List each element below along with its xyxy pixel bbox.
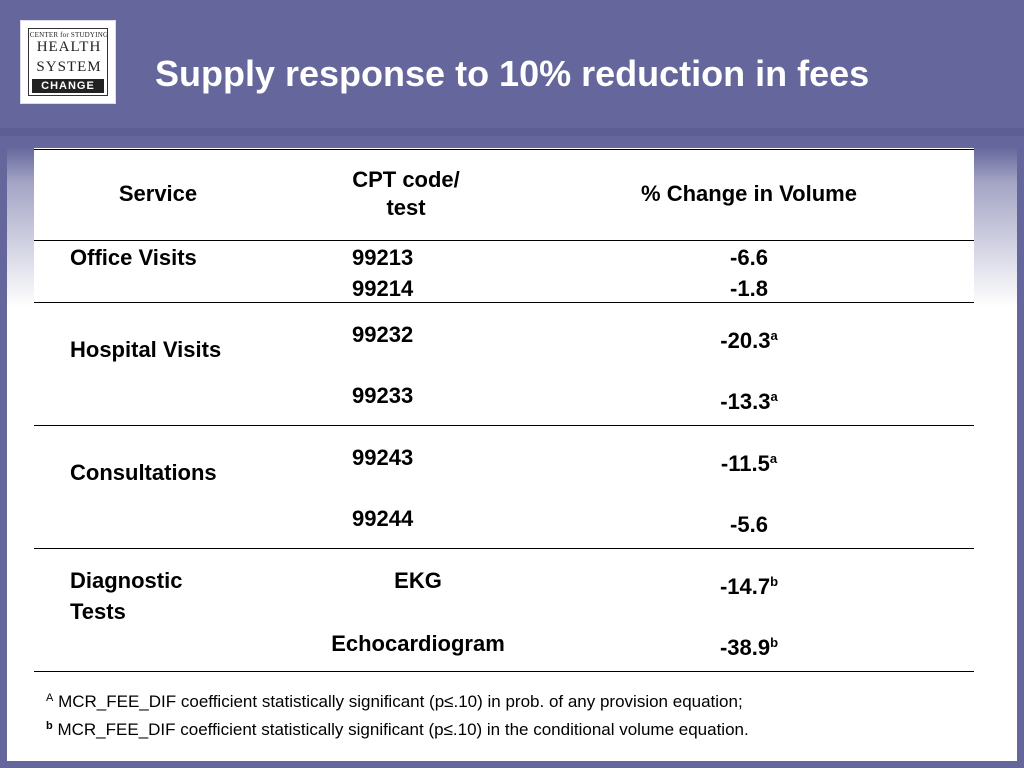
change-value: -6.6 (634, 244, 864, 272)
slide-title: Supply response to 10% reduction in fees (155, 53, 870, 94)
service-label: Hospital Visits (70, 337, 222, 362)
table-background (34, 148, 974, 672)
significance-note: a (770, 389, 778, 404)
footnote-a: A MCR_FEE_DIF coefficient statistically … (46, 686, 966, 714)
change-value: -13.3a (634, 388, 864, 416)
header-cpt-code: CPT code/ test (282, 148, 530, 240)
footnote-b: b MCR_FEE_DIF coefficient statistically … (46, 714, 966, 742)
cpt-code: 99214 (352, 276, 414, 301)
cpt-code: 99232 (352, 322, 414, 347)
change-number: -38.9 (719, 635, 771, 660)
hsc-logo: CENTER for STUDYING HEALTH SYSTEM CHANGE (20, 20, 116, 104)
cpt-code: 99213 (352, 245, 414, 270)
cpt-code: 99244 (352, 506, 414, 531)
footnote-mark: A (46, 692, 54, 704)
slide-header (0, 0, 1024, 136)
logo-change: CHANGE (32, 79, 104, 93)
change-value: -11.5a (634, 450, 864, 478)
service-label: Office Visits (70, 245, 197, 270)
change-value: -14.7b (634, 573, 864, 601)
footnote-mark: b (46, 720, 53, 732)
logo-tagline: CENTER for STUDYING (29, 31, 109, 39)
significance-note: b (770, 635, 779, 650)
test-name: EKG (394, 568, 442, 593)
logo-health: HEALTH (36, 39, 102, 55)
change-number: -5.6 (730, 512, 768, 537)
significance-note: a (769, 451, 778, 466)
change-value: -38.9b (634, 634, 864, 662)
change-number: -14.7 (719, 574, 771, 599)
group-rule (34, 302, 974, 303)
footnote-text: MCR_FEE_DIF coefficient statistically si… (58, 692, 743, 711)
cpt-code: 99233 (352, 383, 414, 408)
change-value: -1.8 (634, 275, 864, 303)
cpt-code: 99243 (352, 445, 414, 470)
table-top-rule (34, 149, 974, 150)
significance-note: b (770, 574, 779, 589)
header-cpt-line2: test (386, 195, 426, 220)
footnote-text: MCR_FEE_DIF coefficient statistically si… (57, 720, 749, 739)
change-number: -1.8 (730, 276, 768, 301)
change-value: -5.6 (634, 511, 864, 539)
significance-note: a (770, 328, 778, 343)
change-number: -20.3 (720, 328, 771, 353)
service-label: Diagnostic (70, 568, 183, 593)
logo-system: SYSTEM (36, 59, 102, 75)
header-change: % Change in Volume (641, 181, 857, 206)
group-rule (34, 548, 974, 549)
header-divider (0, 128, 1024, 136)
header-service: Service (118, 181, 198, 206)
change-value: -20.3a (634, 327, 864, 355)
group-rule (34, 425, 974, 426)
data-table: Service CPT code/ test % Change in Volum… (34, 148, 974, 748)
change-number: -6.6 (730, 245, 768, 270)
table-bottom-rule (34, 671, 974, 672)
test-name: Echocardiogram (331, 631, 505, 656)
service-label: Tests (70, 599, 126, 624)
header-cpt-line1: CPT code/ (352, 167, 460, 192)
change-number: -11.5 (720, 451, 770, 476)
service-label: Consultations (70, 460, 217, 485)
logo-box: CENTER for STUDYING HEALTH SYSTEM CHANGE (28, 28, 108, 96)
change-number: -13.3 (720, 389, 771, 414)
header-bottom-rule (34, 240, 974, 241)
footnotes: A MCR_FEE_DIF coefficient statistically … (46, 686, 966, 742)
